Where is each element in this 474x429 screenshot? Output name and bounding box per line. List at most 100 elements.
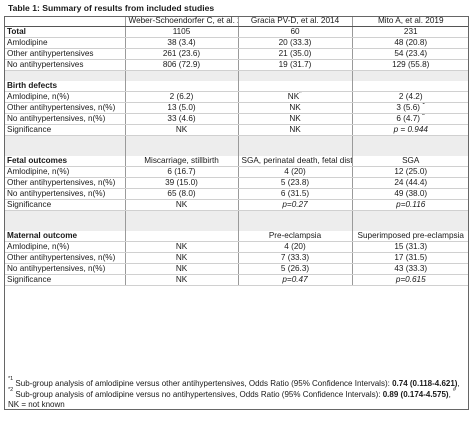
- cell-value: 6 (16.7): [124, 166, 238, 178]
- row-label: Other antihypertensives, n(%): [4, 102, 125, 114]
- footnote-marker: *1: [419, 102, 426, 106]
- cell-value: p=0.47: [237, 274, 352, 286]
- footnote-marker: *2: [419, 113, 426, 117]
- cell-value: 4 (20): [237, 166, 352, 178]
- cell-value: NK#: [237, 91, 352, 103]
- cell-value: 19 (31.7): [237, 59, 352, 71]
- table-row: Amlodipine, n(%) 2 (6.2) NK# 2 (4.2): [4, 91, 469, 103]
- table-footnote: *1 Sub-group analysis of amlodipine vers…: [8, 376, 460, 409]
- table-row: Significance NK NK p = 0.944: [4, 124, 469, 136]
- row-label: No antihypertensives: [4, 59, 125, 71]
- table-row: Amlodipine, n(%) 6 (16.7) 4 (20) 12 (25.…: [4, 166, 469, 178]
- cell-value: 54 (23.4): [351, 48, 469, 60]
- footnote-marker: *2: [8, 386, 14, 393]
- table-caption: Table 1: Summary of results from include…: [8, 3, 215, 13]
- total-value: 1105: [124, 26, 238, 38]
- spacer-row: [4, 146, 469, 156]
- cell-value: p=0.116: [351, 199, 469, 211]
- header-study-1: Weber-Schoendorfer C, et al. 2008: [124, 16, 238, 27]
- cell-value: 12 (25.0): [351, 166, 469, 178]
- row-label: No antihypertensives, n(%): [4, 113, 125, 125]
- cell-value: 15 (31.3): [351, 241, 469, 253]
- total-label: Total: [4, 26, 125, 38]
- table-row: Significance NK p=0.47 p=0.615: [4, 274, 469, 286]
- row-label: No antihypertensives, n(%): [4, 263, 125, 275]
- table-row: No antihypertensives, n(%) 65 (8.0) 6 (3…: [4, 188, 469, 200]
- table-row: Other antihypertensives, n(%) 39 (15.0) …: [4, 177, 469, 189]
- cell-value: NK: [124, 263, 238, 275]
- cell-value: 7 (33.3): [237, 252, 352, 264]
- cell-value: 39 (15.0): [124, 177, 238, 189]
- table-row: No antihypertensives, n(%) NK 5 (26.3) 4…: [4, 263, 469, 275]
- row-label: Significance: [4, 124, 125, 136]
- cell-value: p=0.27: [237, 199, 352, 211]
- cell-value: NK: [237, 124, 352, 136]
- section-label: Birth defects: [4, 81, 125, 92]
- footnote-marker: #: [453, 386, 457, 393]
- cell-value: 49 (38.0): [351, 188, 469, 200]
- section-label: Maternal outcome: [4, 231, 125, 242]
- table-row: Other antihypertensives, n(%) NK 7 (33.3…: [4, 252, 469, 264]
- table-row: Significance NK p=0.27 p=0.116: [4, 199, 469, 211]
- results-table: Weber-Schoendorfer C, et al. 2008 Gracia…: [4, 16, 469, 286]
- row-label: Amlodipine: [4, 37, 125, 49]
- cell-value: 33 (4.6): [124, 113, 238, 125]
- row-label: Significance: [4, 274, 125, 286]
- row-label: Amlodipine, n(%): [4, 241, 125, 253]
- spacer-row: [4, 210, 469, 221]
- cell-value: 17 (31.5): [351, 252, 469, 264]
- cell-value: NK: [124, 241, 238, 253]
- cell-value: NK: [124, 124, 238, 136]
- table-row: No antihypertensives 806 (72.9) 19 (31.7…: [4, 59, 469, 71]
- total-row: Total 1105 60 231: [4, 26, 469, 38]
- cell-value: 20 (33.3): [237, 37, 352, 49]
- cell-value: 5 (23.8): [237, 177, 352, 189]
- row-label: Significance: [4, 199, 125, 211]
- table-row: Other antihypertensives, n(%) 13 (5.0) N…: [4, 102, 469, 114]
- header-study-2: Gracia PV-D, et al. 2014: [237, 16, 352, 27]
- cell-value: NK: [237, 102, 352, 114]
- row-label: No antihypertensives, n(%): [4, 188, 125, 200]
- cell-value: 48 (20.8): [351, 37, 469, 49]
- cell-value: 65 (8.0): [124, 188, 238, 200]
- cell-value: 261 (23.6): [124, 48, 238, 60]
- cell-value: 129 (55.8): [351, 59, 469, 71]
- cell-value: 2 (4.2): [351, 91, 469, 103]
- spacer-row: [4, 221, 469, 231]
- total-value: 231: [351, 26, 469, 38]
- table-row: Amlodipine, n(%) NK 4 (20) 15 (31.3): [4, 241, 469, 253]
- row-label: Other antihypertensives: [4, 48, 125, 60]
- outcome-label: Superimposed pre-eclampsia: [351, 231, 469, 242]
- section-header-fetal: Fetal outcomes Miscarriage, stillbirth S…: [4, 156, 469, 167]
- cell-value: 4 (20): [237, 241, 352, 253]
- cell-value: p = 0.944: [351, 124, 469, 136]
- section-header-birth-defects: Birth defects: [4, 81, 469, 92]
- spacer-row: [4, 135, 469, 146]
- cell-value: 2 (6.2): [124, 91, 238, 103]
- cell-value: 806 (72.9): [124, 59, 238, 71]
- cell-value: 24 (44.4): [351, 177, 469, 189]
- cell-value: NK: [124, 252, 238, 264]
- spacer-row: [4, 70, 469, 81]
- outcome-label: Pre-eclampsia: [237, 231, 352, 242]
- outcome-label: SGA, perinatal death, fetal distress syn…: [237, 156, 352, 167]
- outcome-label: SGA: [351, 156, 469, 167]
- table-row: Amlodipine 38 (3.4) 20 (33.3) 48 (20.8): [4, 37, 469, 49]
- outcome-label: [124, 231, 238, 242]
- header-blank: [4, 16, 125, 27]
- cell-value: p=0.615: [351, 274, 469, 286]
- header-study-3: Mito A, et al. 2019: [351, 16, 469, 27]
- cell-value: 3 (5.6)*1: [351, 102, 469, 114]
- total-value: 60: [237, 26, 352, 38]
- cell-value: 5 (26.3): [237, 263, 352, 275]
- row-label: Other antihypertensives, n(%): [4, 177, 125, 189]
- cell-value: 43 (33.3): [351, 263, 469, 275]
- row-label: Amlodipine, n(%): [4, 166, 125, 178]
- cell-value: NK: [237, 113, 352, 125]
- table-row: Other antihypertensives 261 (23.6) 21 (3…: [4, 48, 469, 60]
- cell-value: 6 (31.5): [237, 188, 352, 200]
- cell-value: 21 (35.0): [237, 48, 352, 60]
- row-label: Amlodipine, n(%): [4, 91, 125, 103]
- cell-value: 6 (4.7)*2: [351, 113, 469, 125]
- section-label: Fetal outcomes: [4, 156, 125, 167]
